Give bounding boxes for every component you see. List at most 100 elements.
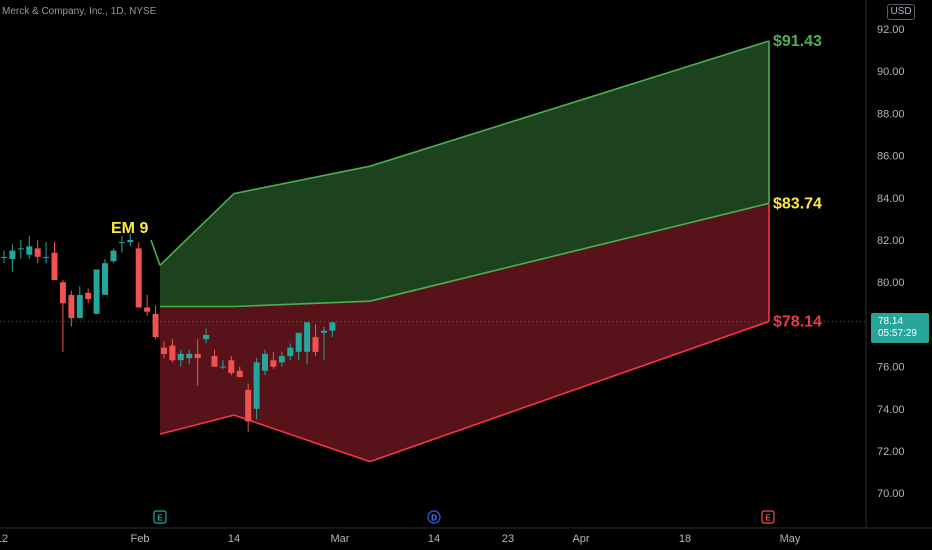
y-tick-label: 76.00 (877, 362, 905, 374)
candle (34, 240, 41, 264)
candle (219, 360, 226, 369)
x-tick-label: 14 (428, 533, 440, 545)
candle-body (161, 347, 167, 354)
candle-body (236, 370, 243, 378)
y-tick-label: 70.00 (877, 488, 905, 500)
candle (287, 343, 294, 361)
event-marker: D (427, 510, 441, 524)
candle-body (228, 360, 235, 373)
bar-countdown: 05:57:29 (878, 328, 917, 339)
candle (51, 242, 58, 281)
candle (304, 322, 311, 365)
candle (169, 339, 176, 363)
x-tick-label: 14 (228, 533, 240, 545)
candle (127, 233, 134, 247)
candle-body (1, 256, 7, 258)
candle (329, 322, 336, 338)
y-tick-label: 92.00 (877, 24, 905, 36)
candle (110, 248, 117, 264)
candle-body (127, 240, 134, 243)
expected-move-projection (150, 40, 770, 463)
x-tick-label: 23 (502, 533, 514, 545)
dividend-marker-label: D (431, 514, 437, 523)
candle-body (194, 353, 201, 359)
middle-target-label: $83.74 (773, 195, 822, 212)
candle (152, 305, 159, 340)
y-tick-label: 84.00 (877, 193, 905, 205)
x-tick-label: Feb (131, 533, 150, 545)
candle (26, 235, 33, 259)
candle (85, 288, 92, 304)
candle (1, 250, 7, 264)
candle-body (152, 313, 159, 338)
candle-body (262, 353, 268, 371)
candle (211, 349, 218, 367)
candle-body (169, 345, 176, 361)
candle-body (26, 246, 33, 255)
candle (68, 290, 75, 327)
x-tick-label: 18 (679, 533, 691, 545)
candle (262, 349, 268, 376)
lower-bound-line (159, 320, 770, 463)
y-tick-label: 88.00 (877, 108, 905, 120)
candle-body (253, 362, 260, 409)
earnings-marker-box (761, 510, 775, 524)
candle-body (186, 353, 193, 359)
candle-body (93, 269, 100, 314)
candle (102, 258, 108, 295)
price-axis: 92.0090.0088.0086.0084.0082.0080.0078.00… (877, 24, 905, 500)
candle (270, 351, 277, 369)
candle-body (34, 248, 41, 257)
candle (295, 332, 302, 361)
candle (312, 324, 319, 357)
candle-body (295, 332, 302, 352)
candle-body (144, 307, 151, 312)
candle-body (102, 263, 108, 295)
currency-button[interactable]: USD (887, 4, 915, 20)
candle (236, 366, 243, 378)
candle-body (43, 256, 50, 258)
y-tick-label: 80.00 (877, 277, 905, 289)
x-tick-label: Apr (572, 533, 589, 545)
candle-body (51, 252, 58, 281)
candle-body (304, 322, 311, 352)
middle-line (160, 202, 770, 308)
y-tick-label: 82.00 (877, 235, 905, 247)
candle (9, 244, 16, 272)
projection-labels: EM 9 $91.43 $83.74 $78.14 (111, 33, 822, 330)
last-price-value: 78.14 (878, 316, 904, 327)
candle-body (177, 353, 184, 361)
candle-body (118, 242, 125, 244)
candle-body (219, 366, 226, 368)
candle (245, 383, 252, 433)
y-tick-label: 90.00 (877, 66, 905, 78)
candle-body (270, 360, 277, 367)
upper-bound-line (159, 40, 770, 266)
lower-target-label: $78.14 (773, 313, 822, 330)
candle-body (312, 337, 319, 352)
x-tick-label: May (780, 533, 801, 545)
candle-body (287, 347, 294, 356)
y-tick-label: 72.00 (877, 446, 905, 458)
candle (321, 326, 327, 361)
candle-body (68, 294, 75, 319)
projection-start-link (150, 239, 161, 266)
candle (144, 294, 151, 316)
earnings-marker-box (153, 510, 167, 524)
candle (43, 242, 50, 264)
earnings-marker-label: E (765, 514, 771, 523)
symbol-title: Merck & Company, Inc., 1D, NYSE (2, 6, 157, 17)
em-label: EM 9 (111, 220, 148, 237)
candle (17, 240, 24, 259)
candle (118, 235, 125, 253)
candle-body (76, 294, 83, 319)
candle (228, 356, 235, 376)
candle-body (203, 335, 210, 340)
y-tick-label: 74.00 (877, 404, 905, 416)
candle-body (211, 356, 218, 367)
candle-body (17, 248, 24, 250)
candle-body (59, 282, 66, 304)
earnings-marker-label: E (157, 514, 163, 523)
